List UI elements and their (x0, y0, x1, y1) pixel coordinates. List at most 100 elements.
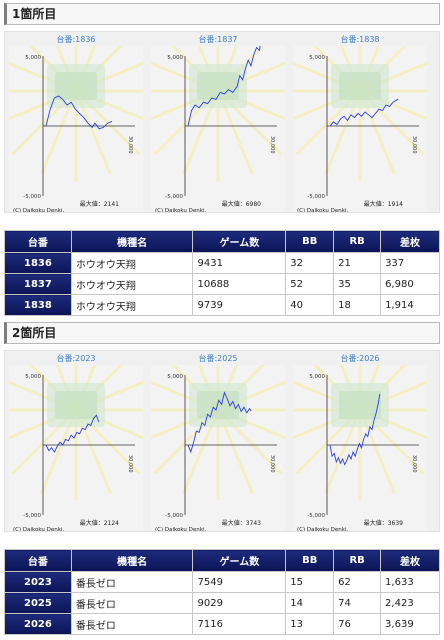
graph-label[interactable]: 台番:1837 (198, 35, 238, 44)
graph-label[interactable]: 台番:1836 (56, 35, 96, 44)
column-header: ゲーム数 (192, 230, 287, 253)
table-header-row: 台番 機種名 ゲーム数 BB RB 差枚 (4, 549, 440, 572)
y-max-label: 5,000 (309, 55, 325, 61)
graph-card[interactable]: 台番:2025 5,000 -5,000 30,000 最大値：3743 (C) Daik… (151, 353, 285, 531)
table-cell: 番長ゼロ (70, 592, 194, 614)
y-max-label: 5,000 (167, 55, 183, 61)
reel-window-decoration (55, 391, 97, 419)
slump-graph: 5,000 -5,000 30,000 最大値：6980 (C) Daikoku Den… (151, 46, 285, 212)
slump-graph: 5,000 -5,000 30,000 最大値：1914 (C) Daikoku Den… (293, 46, 427, 212)
table-row[interactable]: 1836 ホウオウ天翔 9431 32 21 337 (4, 252, 440, 274)
reel-window-decoration (55, 72, 97, 100)
copyright-label: (C) Daikoku Denki. (13, 527, 64, 531)
section-title: 1箇所目 (4, 3, 440, 25)
y-max-label: 5,000 (25, 374, 41, 380)
machine-table: 台番 機種名 ゲーム数 BB RB 差枚 1836 ホウオウ天翔 9431 32 21 337 1837… (4, 230, 440, 316)
slump-line (45, 95, 113, 130)
x-max-label: 30,000 (127, 455, 133, 473)
machine-number-cell[interactable]: 2026 (4, 613, 72, 635)
y-max-label: 5,000 (25, 55, 41, 61)
table-cell: 32 (285, 252, 335, 274)
table-cell: 9431 (192, 252, 287, 274)
machine-number-cell[interactable]: 1836 (4, 252, 72, 274)
graph-card[interactable]: 台番:1837 5,000 -5,000 30,000 最大値：6980 (C) Daik… (151, 34, 285, 212)
graph-card[interactable]: 台番:1836 5,000 -5,000 30,000 最大値：2141 (C) Daik… (9, 34, 143, 212)
table-header-row: 台番 機種名 ゲーム数 BB RB 差枚 (4, 230, 440, 253)
graph-label[interactable]: 台番:2023 (56, 354, 96, 363)
slump-graph: 5,000 -5,000 30,000 最大値：2124 (C) Daikoku Den… (9, 365, 143, 531)
graph-label[interactable]: 台番:2026 (340, 354, 380, 363)
column-header: 差枚 (380, 230, 440, 253)
y-max-label: 5,000 (167, 374, 183, 380)
column-header: 台番 (4, 549, 72, 572)
graph-label[interactable]: 台番:2025 (198, 354, 238, 363)
slump-graph: 5,000 -5,000 30,000 最大値：3743 (C) Daikoku Den… (151, 365, 285, 531)
table-cell: 7549 (192, 571, 287, 593)
table-cell: 40 (285, 294, 335, 316)
table-cell: 52 (285, 273, 335, 295)
table-cell: 2,423 (380, 592, 440, 614)
table-cell: 76 (333, 613, 382, 635)
column-header: 台番 (4, 230, 72, 253)
machine-number-cell[interactable]: 1837 (4, 273, 72, 295)
slump-line (329, 394, 381, 466)
table-cell: ホウオウ天翔 (70, 252, 194, 274)
machine-table: 台番 機種名 ゲーム数 BB RB 差枚 2023 番長ゼロ 7549 15 62 1,633 2025… (4, 549, 440, 635)
machine-number-cell[interactable]: 2025 (4, 592, 72, 614)
table-row[interactable]: 2026 番長ゼロ 7116 13 76 3,639 (4, 613, 440, 635)
machine-number-cell[interactable]: 1838 (4, 294, 72, 316)
table-cell: 35 (333, 273, 382, 295)
slump-line (45, 414, 100, 453)
slump-line (329, 98, 399, 127)
graph-panel: 台番:1836 5,000 -5,000 30,000 最大値：2141 (C) Daik… (4, 31, 440, 213)
column-header: 機種名 (70, 230, 194, 253)
y-min-label: -5,000 (23, 194, 41, 200)
copyright-label: (C) Daikoku Denki. (155, 527, 206, 531)
column-header: RB (333, 230, 382, 253)
table-cell: 6,980 (380, 273, 440, 295)
column-header: 差枚 (380, 549, 440, 572)
table-cell: 3,639 (380, 613, 440, 635)
table-cell: 10688 (192, 273, 287, 295)
table-cell: 7116 (192, 613, 287, 635)
graph-label[interactable]: 台番:1838 (340, 35, 380, 44)
section-title: 2箇所目 (4, 322, 440, 344)
y-min-label: -5,000 (165, 513, 183, 519)
table-cell: 62 (333, 571, 382, 593)
x-max-label: 30,000 (411, 455, 417, 473)
table-cell: 14 (285, 592, 335, 614)
y-min-label: -5,000 (23, 513, 41, 519)
table-row[interactable]: 2025 番長ゼロ 9029 14 74 2,423 (4, 592, 440, 614)
column-header: 機種名 (70, 549, 194, 572)
table-row[interactable]: 1837 ホウオウ天翔 10688 52 35 6,980 (4, 273, 440, 295)
y-max-label: 5,000 (309, 374, 325, 380)
machine-number-cell[interactable]: 2023 (4, 571, 72, 593)
column-header: ゲーム数 (192, 549, 287, 572)
graph-card[interactable]: 台番:2026 5,000 -5,000 30,000 最大値：3639 (C) Daik… (293, 353, 427, 531)
max-value-label: 最大値：3743 (222, 519, 261, 527)
slump-line (187, 391, 252, 454)
column-header: BB (285, 549, 335, 572)
table-row[interactable]: 2023 番長ゼロ 7549 15 62 1,633 (4, 571, 440, 593)
graph-card[interactable]: 台番:2023 5,000 -5,000 30,000 最大値：2124 (C) Daik… (9, 353, 143, 531)
copyright-label: (C) Daikoku Denki. (297, 208, 348, 212)
x-max-label: 30,000 (269, 136, 275, 154)
reel-window-decoration (339, 72, 381, 100)
table-cell: 番長ゼロ (70, 613, 194, 635)
graph-card[interactable]: 台番:1838 5,000 -5,000 30,000 最大値：1914 (C) Daik… (293, 34, 427, 212)
slump-graph: 5,000 -5,000 30,000 最大値：2141 (C) Daikoku Den… (9, 46, 143, 212)
table-cell: 1,914 (380, 294, 440, 316)
table-cell: 9029 (192, 592, 287, 614)
table-cell: 18 (333, 294, 382, 316)
reel-window-decoration (197, 72, 239, 100)
table-row[interactable]: 1838 ホウオウ天翔 9739 40 18 1,914 (4, 294, 440, 316)
table-cell: 1,633 (380, 571, 440, 593)
table-cell: 13 (285, 613, 335, 635)
table-cell: 15 (285, 571, 335, 593)
x-max-label: 30,000 (269, 455, 275, 473)
max-value-label: 最大値：1914 (364, 200, 403, 208)
table-cell: 337 (380, 252, 440, 274)
slump-line (187, 46, 261, 127)
reel-window-decoration (197, 391, 239, 419)
y-min-label: -5,000 (165, 194, 183, 200)
